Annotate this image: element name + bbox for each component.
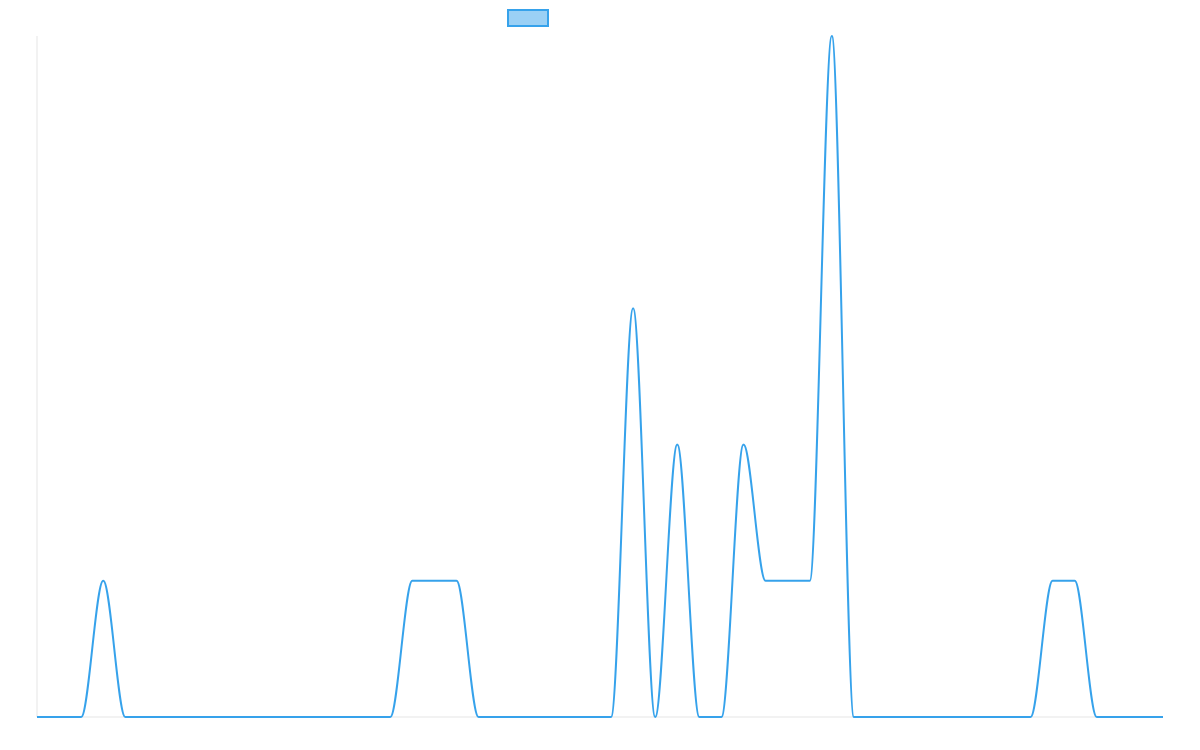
legend-swatch [507, 9, 549, 27]
series-line [36, 35, 1163, 719]
